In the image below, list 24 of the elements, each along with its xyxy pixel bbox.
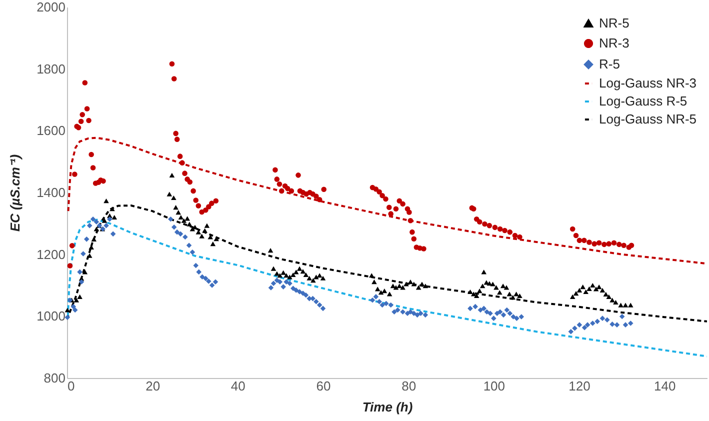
x-tick-label: 120 — [568, 378, 590, 394]
y-tick-label: 1600 — [36, 123, 66, 138]
y-tick-label: 1000 — [36, 308, 66, 324]
legend-label: NR-5 — [599, 16, 630, 30]
y-tick-label: 2000 — [36, 0, 66, 14]
y-tick-label: 1400 — [36, 185, 66, 200]
x-axis-title: Time (h) — [362, 400, 413, 414]
x-tick-label: 60 — [316, 378, 331, 394]
x-tick-label: 20 — [146, 378, 160, 394]
x-tick-label: 100 — [483, 378, 506, 394]
x-tick-label: 140 — [654, 378, 676, 394]
legend-label: Log-Gauss R-5 — [599, 94, 688, 108]
legend-label: R-5 — [599, 56, 620, 72]
y-tick-label: 1200 — [36, 246, 66, 262]
x-tick-label: 0 — [68, 378, 75, 394]
x-tick-label: 40 — [230, 378, 246, 394]
legend-label: Log-Gauss NR-5 — [599, 112, 697, 126]
y-tick-label: 800 — [44, 370, 66, 386]
legend-label: NR-3 — [599, 36, 630, 50]
line-series — [67, 136, 707, 265]
y-axis-title: EC (µS.cm⁻¹) — [8, 154, 23, 232]
legend-label: Log-Gauss NR-3 — [599, 76, 697, 90]
x-tick-label: 80 — [402, 378, 416, 394]
y-tick-label: 1800 — [36, 61, 66, 76]
